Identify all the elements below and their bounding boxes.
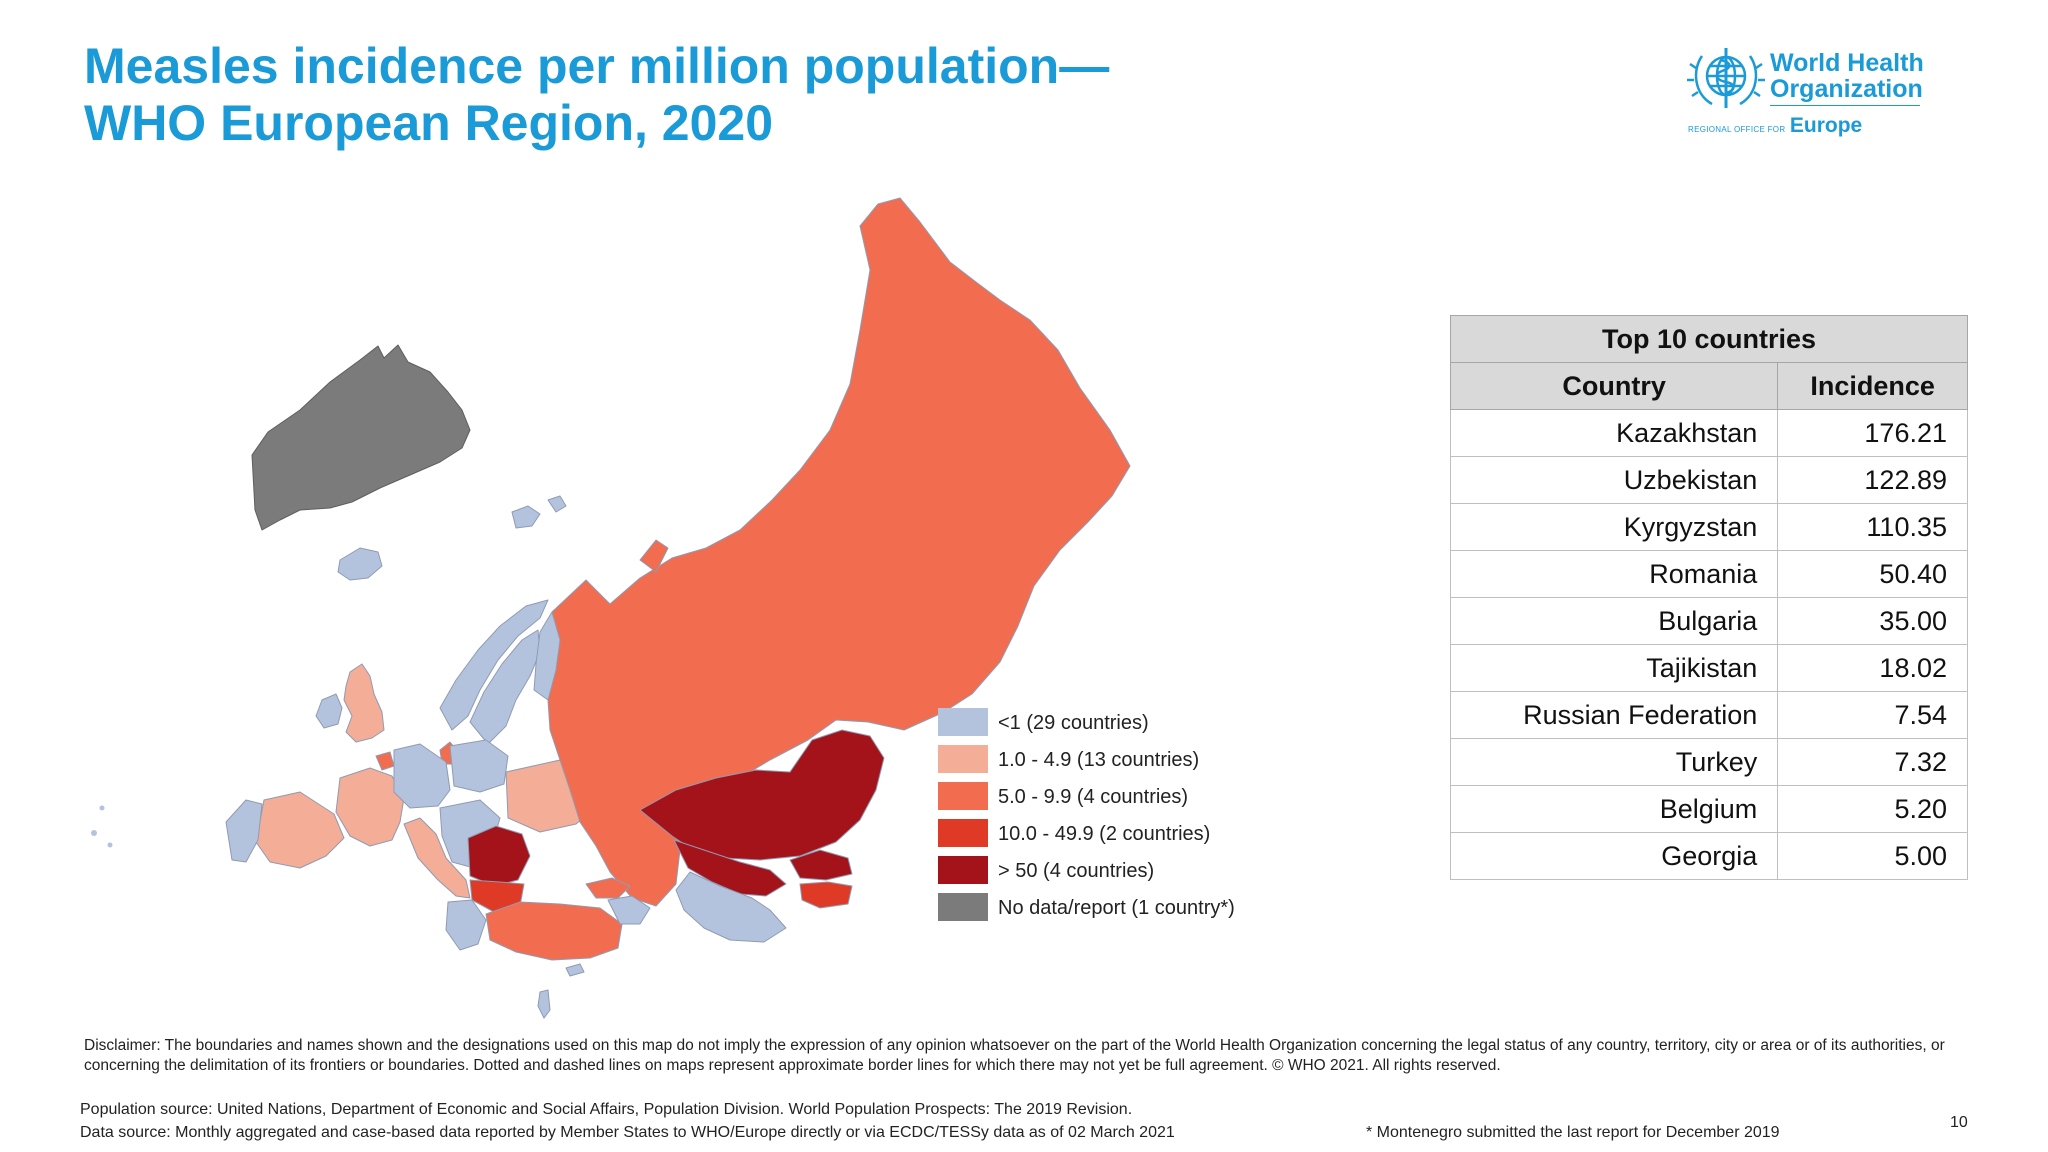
incidence-cell: 18.02 [1777,644,1968,692]
country-cell: Kazakhstan [1449,409,1779,457]
incidence-cell: 110.35 [1777,503,1968,551]
country-cell: Kyrgyzstan [1449,503,1779,551]
region-cyprus [565,963,585,977]
country-cell: Romania [1449,550,1779,598]
disclaimer-text: Disclaimer: The boundaries and names sho… [84,1037,1945,1074]
legend-swatch [938,856,988,884]
incidence-cell: 5.00 [1777,832,1968,880]
region-france [335,767,405,847]
region-azores [91,830,97,836]
table-row: Belgium 5.20 [1449,785,1968,833]
legend-label: <1 (29 countries) [998,712,1149,734]
page-title: Measles incidence per million population… [84,38,1109,152]
column-header-incidence: Incidence [1777,362,1968,410]
who-emblem-icon [1687,48,1765,108]
region-israel [537,989,551,1019]
who-logo: World Health Organization REGIONAL OFFIC… [1686,38,1926,148]
region-poland [449,739,509,793]
data-source: Data source: Monthly aggregated and case… [80,1124,1175,1141]
incidence-cell: 122.89 [1777,456,1968,504]
table-row: Kazakhstan 176.21 [1449,409,1968,457]
region-norway [439,599,549,731]
region-svalbard [511,495,567,529]
region-portugal [225,799,263,863]
region-germany [393,743,451,809]
page-number: 10 [1950,1114,1968,1131]
table-row: Turkey 7.32 [1449,738,1968,786]
region-turkey [485,901,623,961]
incidence-cell: 35.00 [1777,597,1968,645]
table-row: Uzbekistan 122.89 [1449,456,1968,504]
region-novaya-zemlya [639,539,669,573]
table-row: Russian Federation 7.54 [1449,691,1968,739]
region-azores-2 [107,842,113,848]
who-regional-office: REGIONAL OFFICE FOR Europe [1688,114,1862,138]
incidence-cell: 176.21 [1777,409,1968,457]
table-row: Kyrgyzstan 110.35 [1449,503,1968,551]
incidence-cell: 7.32 [1777,738,1968,786]
column-header-country: Country [1449,362,1779,410]
incidence-cell: 7.54 [1777,691,1968,739]
region-uzbekistan [673,839,787,897]
region-italy [403,817,471,899]
legend-label: 5.0 - 9.9 (4 countries) [998,786,1189,808]
table-header-row: Country Incidence [1449,362,1968,410]
legend-swatch [938,745,988,773]
region-belgium [375,751,395,771]
region-georgia [585,877,631,899]
footnote: * Montenegro submitted the last report f… [1366,1124,1780,1141]
population-source: Population source: United Nations, Depar… [80,1101,1133,1118]
legend-swatch [938,819,988,847]
incidence-cell: 5.20 [1777,785,1968,833]
region-uk [343,663,385,743]
legend-label: 1.0 - 4.9 (13 countries) [998,749,1200,771]
region-romania [467,825,531,887]
country-cell: Georgia [1449,832,1779,880]
regional-office-label: REGIONAL OFFICE FOR [1688,125,1786,134]
legend-swatch [938,782,988,810]
country-cell: Tajikistan [1449,644,1779,692]
who-name-line-1: World Health [1770,49,1924,77]
table-title: Top 10 countries [1450,315,1968,363]
region-spain [255,791,345,869]
region-tajikistan [799,881,853,909]
region-russia [547,197,1131,907]
title-line-1: Measles incidence per million population… [84,38,1110,94]
country-cell: Belgium [1449,785,1779,833]
region-turkmenistan [675,871,787,943]
region-iceland [337,547,383,581]
table-row: Romania 50.40 [1449,550,1968,598]
region-armenia-azerbaijan [607,895,651,925]
region-greece [445,899,487,951]
legend-label: No data/report (1 country*) [998,897,1235,920]
legend-label-text: No data/report [998,897,1126,919]
who-name-line-2: Organization [1770,75,1923,103]
top10-table: Top 10 countries Country Incidence Kazak… [1449,315,1968,880]
region-ireland [315,693,343,729]
table-row: Georgia 5.00 [1449,832,1968,880]
logo-divider [1770,105,1920,106]
region-greenland [251,344,471,531]
legend-swatch [938,893,988,921]
country-cell: Uzbekistan [1449,456,1779,504]
choropleth-map [91,197,1131,1019]
region-kyrgyzstan [789,849,853,881]
title-line-2: WHO European Region, 2020 [84,95,774,151]
table-row: Bulgaria 35.00 [1449,597,1968,645]
table-row: Tajikistan 18.02 [1449,644,1968,692]
legend-label: > 50 (4 countries) [998,860,1155,882]
legend-label: 10.0 - 49.9 (2 countries) [998,823,1211,845]
who-name: World Health Organization [1770,50,1924,102]
regional-office-name: Europe [1789,114,1863,137]
legend-swatch [938,708,988,736]
legend-nodata-note: (1 country*) [1131,897,1235,919]
country-cell: Turkey [1449,738,1779,786]
country-cell: Bulgaria [1449,597,1779,645]
region-madeira [99,805,105,811]
table-title-row: Top 10 countries [1450,315,1968,363]
incidence-cell: 50.40 [1777,550,1968,598]
country-cell: Russian Federation [1449,691,1779,739]
